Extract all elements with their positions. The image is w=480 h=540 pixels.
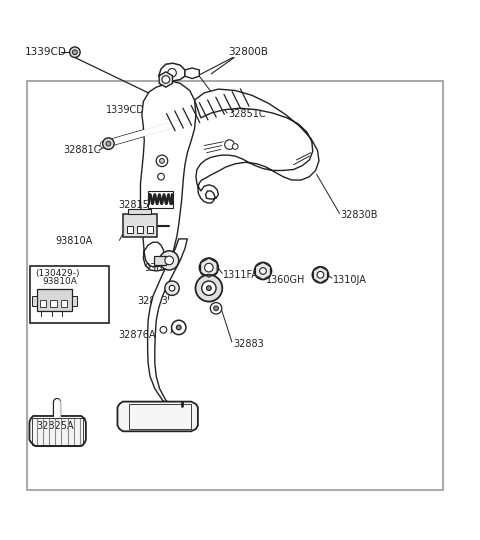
Text: 32883: 32883 (233, 339, 264, 349)
Circle shape (176, 325, 181, 330)
Circle shape (160, 327, 167, 333)
Text: 32800B: 32800B (228, 47, 268, 57)
Circle shape (232, 144, 238, 150)
Bar (127, 226, 133, 233)
Bar (137, 226, 143, 233)
Circle shape (156, 155, 168, 167)
Text: 93812: 93812 (144, 262, 175, 273)
Circle shape (312, 267, 328, 283)
Circle shape (159, 158, 164, 163)
Circle shape (171, 320, 186, 335)
Circle shape (106, 141, 111, 146)
Bar (50, 300, 57, 307)
Circle shape (165, 256, 173, 265)
Polygon shape (158, 63, 185, 81)
Circle shape (317, 272, 324, 278)
Bar (32, 418, 84, 445)
Circle shape (72, 50, 77, 55)
Bar (148, 191, 173, 208)
Text: 32815: 32815 (118, 200, 149, 211)
Bar (129, 404, 191, 429)
Circle shape (70, 47, 80, 57)
Text: 32825A: 32825A (36, 421, 74, 430)
Circle shape (206, 286, 211, 291)
Circle shape (202, 281, 216, 295)
Text: 32851C: 32851C (228, 110, 265, 119)
Polygon shape (148, 239, 187, 407)
Polygon shape (118, 402, 198, 431)
Text: 1310JA: 1310JA (333, 274, 367, 285)
Bar (27, 81, 444, 490)
Text: 93810A: 93810A (56, 237, 93, 246)
Polygon shape (194, 89, 319, 203)
Text: 1360GH: 1360GH (266, 274, 306, 285)
Polygon shape (29, 416, 86, 446)
Circle shape (204, 264, 213, 272)
Circle shape (169, 285, 175, 291)
Text: 32830B: 32830B (340, 210, 378, 220)
Circle shape (199, 258, 218, 277)
Circle shape (210, 302, 222, 314)
Polygon shape (141, 81, 196, 271)
Text: 1339CD: 1339CD (106, 105, 145, 114)
Bar (40, 300, 46, 307)
Circle shape (159, 251, 179, 270)
Circle shape (260, 268, 266, 274)
Text: (130429-): (130429-) (35, 269, 80, 278)
Text: 1339CD: 1339CD (24, 47, 67, 57)
Text: 32881C: 32881C (63, 145, 100, 156)
Bar (129, 209, 152, 214)
Circle shape (162, 76, 169, 83)
Bar (147, 226, 153, 233)
Text: 32883: 32883 (137, 296, 168, 306)
Circle shape (168, 69, 176, 77)
Circle shape (254, 262, 272, 280)
Bar (36, 289, 72, 310)
Bar (32, 296, 36, 306)
Bar (61, 300, 67, 307)
Polygon shape (159, 72, 172, 87)
Bar (154, 255, 166, 265)
Bar (30, 266, 109, 322)
Polygon shape (185, 68, 199, 78)
Circle shape (165, 281, 179, 295)
Text: 93810A: 93810A (43, 277, 78, 286)
Circle shape (214, 306, 218, 310)
Circle shape (225, 140, 234, 150)
Bar (72, 296, 77, 306)
Circle shape (157, 173, 164, 180)
Text: 1311FA: 1311FA (223, 270, 259, 280)
Circle shape (103, 138, 114, 150)
Bar (123, 214, 157, 238)
Text: 32876A: 32876A (118, 329, 156, 340)
Circle shape (195, 275, 222, 301)
